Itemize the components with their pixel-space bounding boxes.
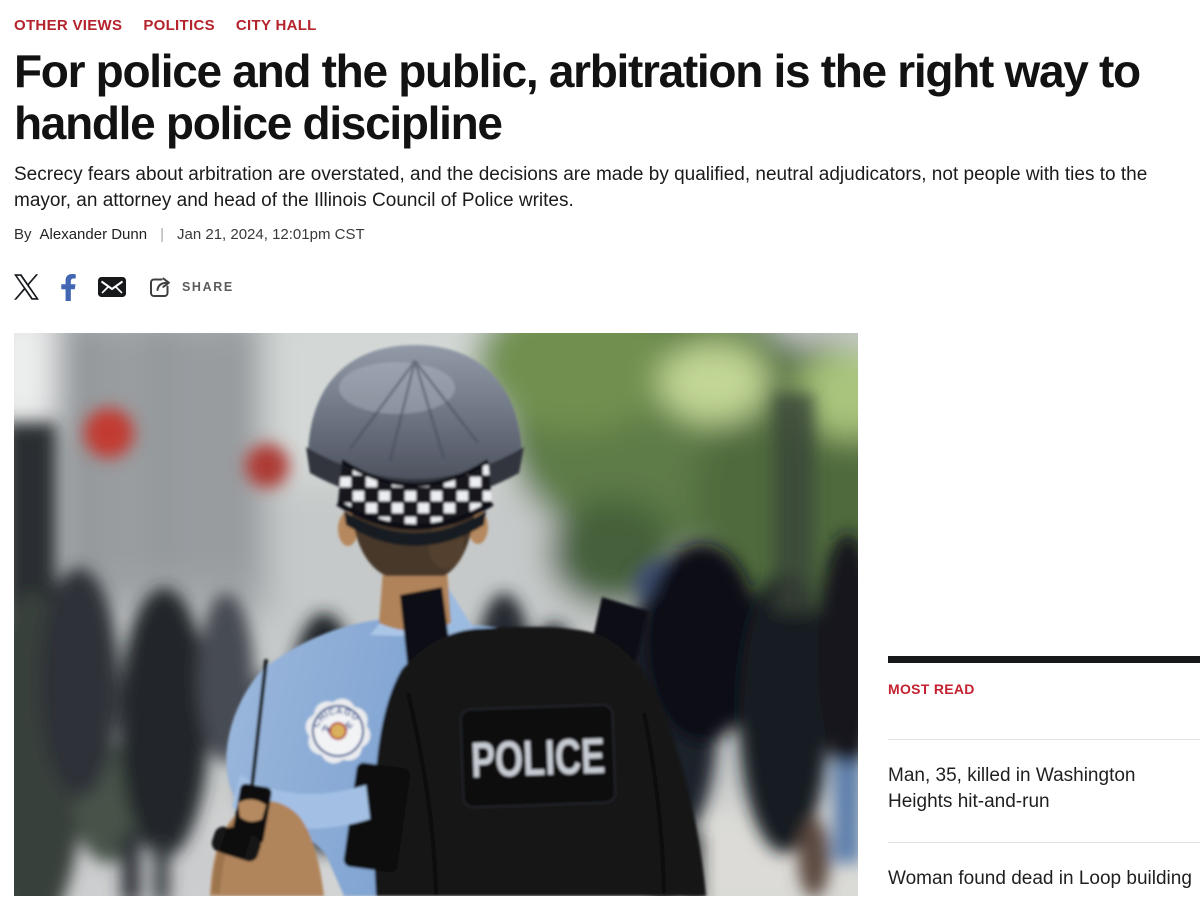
bystander-backpack [644, 543, 760, 744]
share-more-button[interactable]: SHARE [147, 274, 234, 300]
category-link-other-views[interactable]: OTHER VIEWS [14, 17, 123, 34]
cap-checkered-band [338, 461, 492, 528]
share-facebook-button[interactable] [60, 273, 77, 301]
list-item: Woman found dead in Loop building [888, 842, 1200, 919]
email-icon [98, 277, 126, 298]
hero-photo-chicago-police-officer: POLICE CHICAGO POLICE [14, 333, 858, 897]
radio-antenna [248, 659, 268, 808]
most-read-link-1[interactable]: Man, 35, killed in Washington Heights hi… [888, 765, 1136, 813]
share-email-button[interactable] [98, 277, 126, 298]
byline-separator: | [160, 226, 164, 244]
red-traffic-light-blob [84, 408, 134, 459]
chicago-police-sleeve-patch: CHICAGO POLICE [305, 698, 371, 764]
byline: By Alexander Dunn | Jan 21, 2024, 12:01p… [14, 226, 1186, 243]
author-link[interactable]: Alexander Dunn [39, 226, 148, 244]
article-subheadline: Secrecy fears about arbitration are over… [14, 164, 1148, 211]
breadcrumb: OTHER VIEWS POLITICS CITY HALL [14, 0, 1186, 34]
vest-police-patch: POLICE [459, 704, 617, 809]
share-x-button[interactable] [14, 274, 39, 301]
facebook-icon [60, 273, 77, 301]
x-twitter-icon [14, 274, 39, 301]
category-link-city-hall[interactable]: CITY HALL [235, 17, 317, 34]
publish-date: Jan 21, 2024, 12:01pm CST [177, 226, 365, 244]
most-read-title: MOST READ [888, 681, 975, 697]
share-toolbar: SHARE [14, 272, 1186, 302]
vest-police-label: POLICE [470, 728, 606, 789]
article-main-column: OTHER VIEWS POLITICS CITY HALL For polic… [14, 0, 1186, 897]
red-traffic-light-blob [245, 444, 289, 489]
police-officer: POLICE CHICAGO POLICE [210, 345, 706, 897]
share-button-label: SHARE [182, 280, 234, 295]
most-read-sidebar: MOST READ Man, 35, killed in Washington … [888, 656, 1200, 920]
byline-prefix: By [14, 226, 32, 244]
most-read-list: Man, 35, killed in Washington Heights hi… [888, 739, 1200, 920]
wrist-watch [211, 826, 261, 862]
share-icon [147, 274, 173, 300]
list-item: Man, 35, killed in Washington Heights hi… [888, 739, 1200, 842]
page-title: For police and the public, arbitration i… [14, 45, 1141, 149]
most-read-link-2[interactable]: Woman found dead in Loop building [888, 868, 1192, 890]
most-read-top-bar [888, 656, 1200, 663]
category-link-politics[interactable]: POLITICS [143, 17, 215, 34]
article-hero-image: POLICE CHICAGO POLICE [14, 333, 858, 897]
